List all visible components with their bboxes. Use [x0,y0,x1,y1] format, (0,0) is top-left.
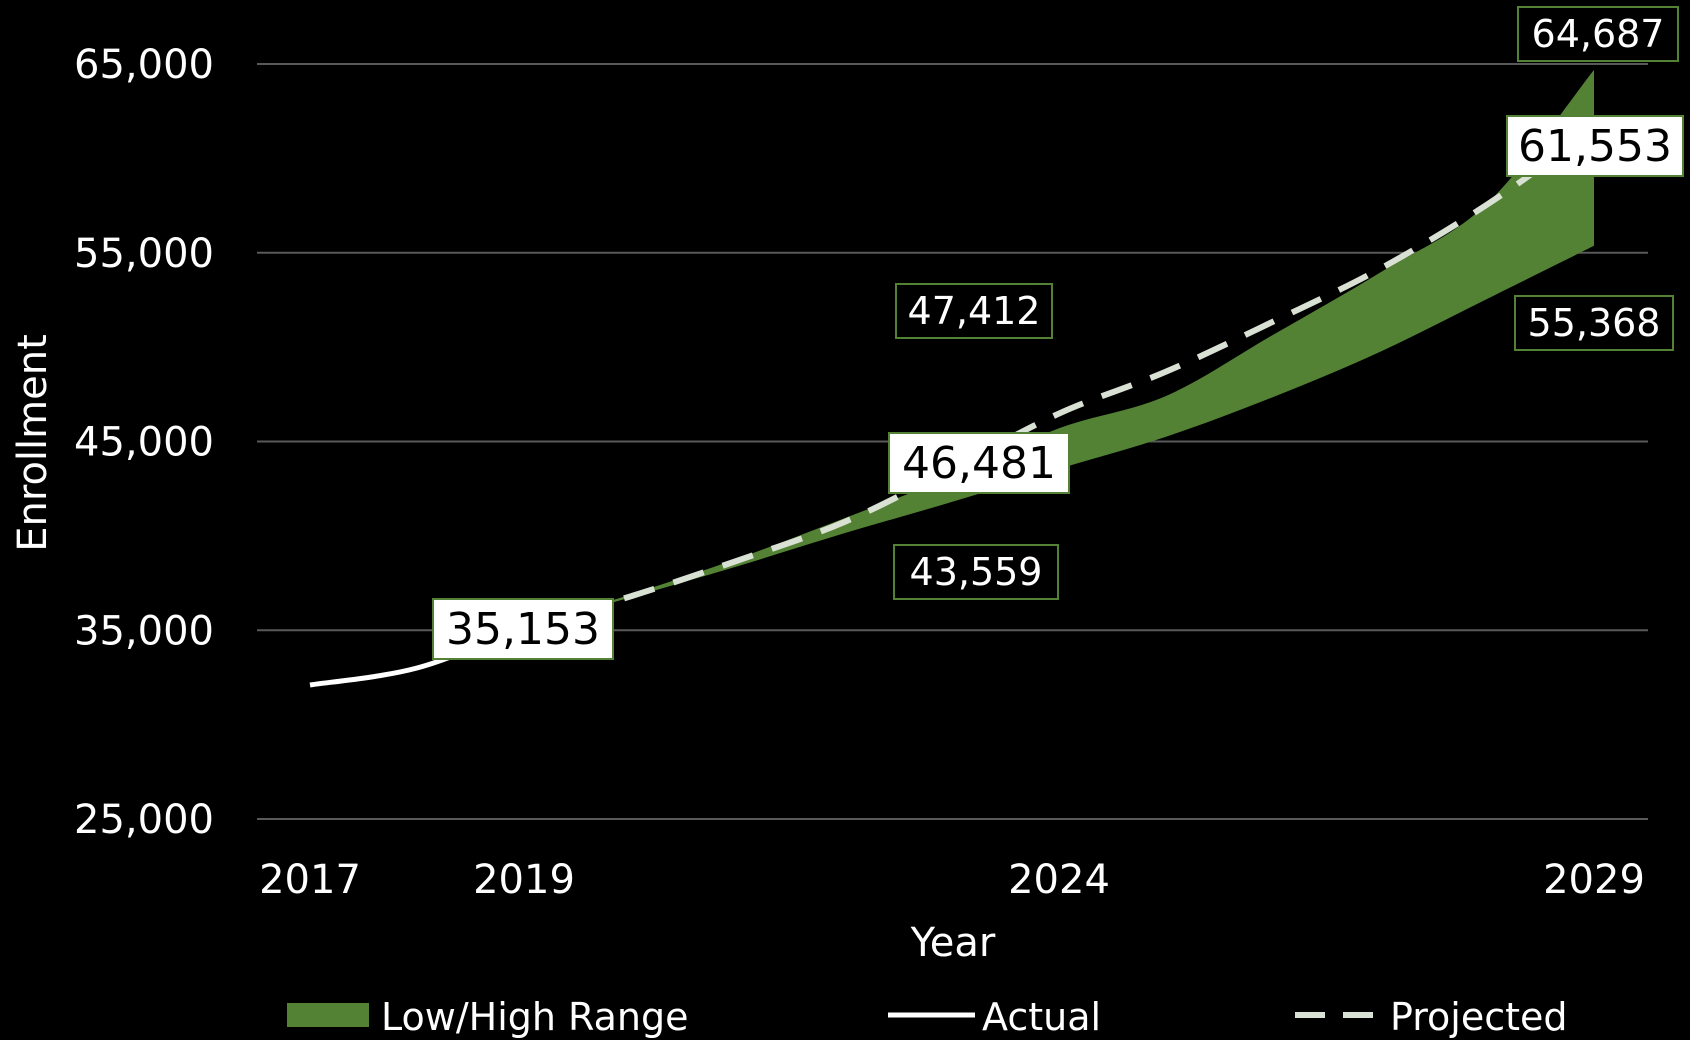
legend-swatch-range [287,1003,369,1027]
legend-label-actual: Actual [982,995,1101,1039]
x-axis-title: Year [910,920,996,966]
data-label-text: 47,412 [908,289,1041,333]
y-tick-label: 35,000 [74,608,214,654]
projected-line [523,126,1596,631]
x-axis-ticks: 2017 2019 2024 2029 [259,857,1645,903]
data-label-text: 64,687 [1532,12,1665,56]
y-tick-label: 25,000 [74,797,214,843]
x-tick-label: 2017 [259,857,361,903]
data-label-box [1506,115,1684,177]
data-label-box [1514,295,1674,351]
range-area [524,69,1594,628]
data-label-text: 55,368 [1528,301,1661,345]
data-labels: 35,153 46,481 61,553 47,412 43,559 64,687 55,3… [432,6,1684,660]
data-label-text: 35,153 [446,604,600,655]
data-label-box [893,544,1059,600]
y-axis-ticks: 25,000 35,000 45,000 55,000 65,000 [74,42,214,843]
data-label-text: 61,553 [1518,121,1672,172]
data-label-range: 64,687 [1517,6,1679,62]
data-label-text: 43,559 [910,550,1043,594]
data-label-range: 43,559 [893,544,1059,600]
y-tick-label: 65,000 [74,42,214,88]
legend: Low/High Range Actual Projected [287,995,1568,1039]
data-label-main: 61,553 [1506,115,1684,177]
x-tick-label: 2019 [473,857,575,903]
y-tick-label: 45,000 [74,420,214,466]
data-label-main: 46,481 [888,432,1070,494]
data-label-box [1517,6,1679,62]
y-axis-title: Enrollment [10,334,56,552]
range-area-layer [524,69,1594,628]
x-tick-label: 2024 [1008,857,1110,903]
data-label-box [888,432,1070,494]
data-label-range: 47,412 [895,283,1053,339]
x-tick-label: 2029 [1543,857,1645,903]
legend-label-projected: Projected [1390,995,1568,1039]
data-label-main: 35,153 [432,598,614,660]
data-label-box [432,598,614,660]
data-label-box [895,283,1053,339]
y-tick-label: 55,000 [74,231,214,277]
data-label-text: 46,481 [902,438,1056,489]
data-label-range: 55,368 [1514,295,1674,351]
legend-label-range: Low/High Range [381,995,689,1039]
